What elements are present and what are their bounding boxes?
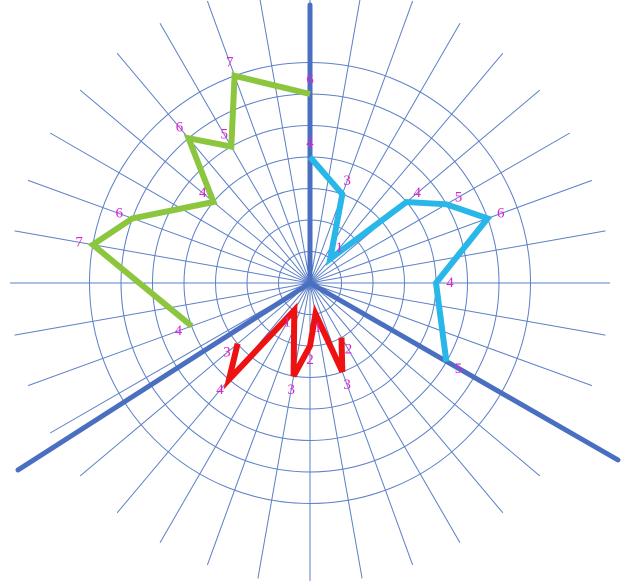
green-path <box>87 72 311 329</box>
red-point-label: 2 <box>345 342 353 358</box>
grid-spoke <box>309 282 593 387</box>
grid-spoke <box>309 282 606 336</box>
grid-spoke <box>116 282 311 514</box>
grid-spoke <box>309 89 541 284</box>
grid-spoke <box>27 179 311 284</box>
grid-spoke <box>159 282 311 544</box>
red-point-label: 3 <box>343 377 351 393</box>
grid-spoke <box>14 282 311 336</box>
grid-spokes <box>10 0 610 581</box>
grid-spoke <box>259 0 311 284</box>
cyan-point-label: 4 <box>413 185 421 201</box>
grid-spoke <box>79 89 311 284</box>
axis-lower-right <box>307 280 621 463</box>
grid-spoke <box>309 282 504 514</box>
red-point-label: 4 <box>216 382 224 398</box>
cyan-point-label: 5 <box>455 189 463 205</box>
grid-spoke <box>309 179 593 284</box>
grid-spoke <box>257 282 311 579</box>
red-point-label: 1 <box>314 320 322 336</box>
green-point-label: 7 <box>226 55 234 71</box>
cyan-point-label: 4 <box>446 275 454 291</box>
cyan-point-label: 5 <box>455 361 463 377</box>
grid-spoke <box>309 52 504 284</box>
red-point-label: 3 <box>287 382 295 398</box>
cyan-path <box>307 155 493 363</box>
green-point-label: 6 <box>306 72 314 88</box>
grid-spoke <box>309 0 361 284</box>
red-point-label: 1 <box>284 314 292 330</box>
grid-spoke <box>116 52 311 284</box>
green-point-label: 6 <box>115 206 123 222</box>
green-point-label: 5 <box>221 127 229 143</box>
grid-spoke <box>27 282 311 387</box>
grid-spoke <box>309 282 541 477</box>
axis-lower-left <box>15 280 313 473</box>
red-path <box>223 302 346 390</box>
green-point-label: 6 <box>176 120 184 136</box>
grid-spoke <box>309 132 571 284</box>
main-axes <box>15 2 621 473</box>
grid-spoke <box>14 230 311 284</box>
cyan-point-label: 3 <box>343 173 351 189</box>
red-point-label: 3 <box>223 345 231 361</box>
grid-spoke <box>309 282 461 544</box>
cyan-point-label: 6 <box>497 206 505 222</box>
green-point-label: 4 <box>199 185 207 201</box>
red-point-label: 2 <box>306 352 314 368</box>
green-point-label: 7 <box>75 234 83 250</box>
grid-spoke <box>79 282 311 477</box>
grid-spoke <box>206 0 311 284</box>
cyan-point-label: 1 <box>335 240 343 256</box>
green-point-label: 4 <box>175 323 183 339</box>
grid-spoke <box>159 22 311 284</box>
grid-spoke <box>309 282 414 566</box>
grid-spoke <box>309 0 414 284</box>
cyan-point-label: 4 <box>306 135 314 151</box>
grid-spoke <box>309 282 363 579</box>
